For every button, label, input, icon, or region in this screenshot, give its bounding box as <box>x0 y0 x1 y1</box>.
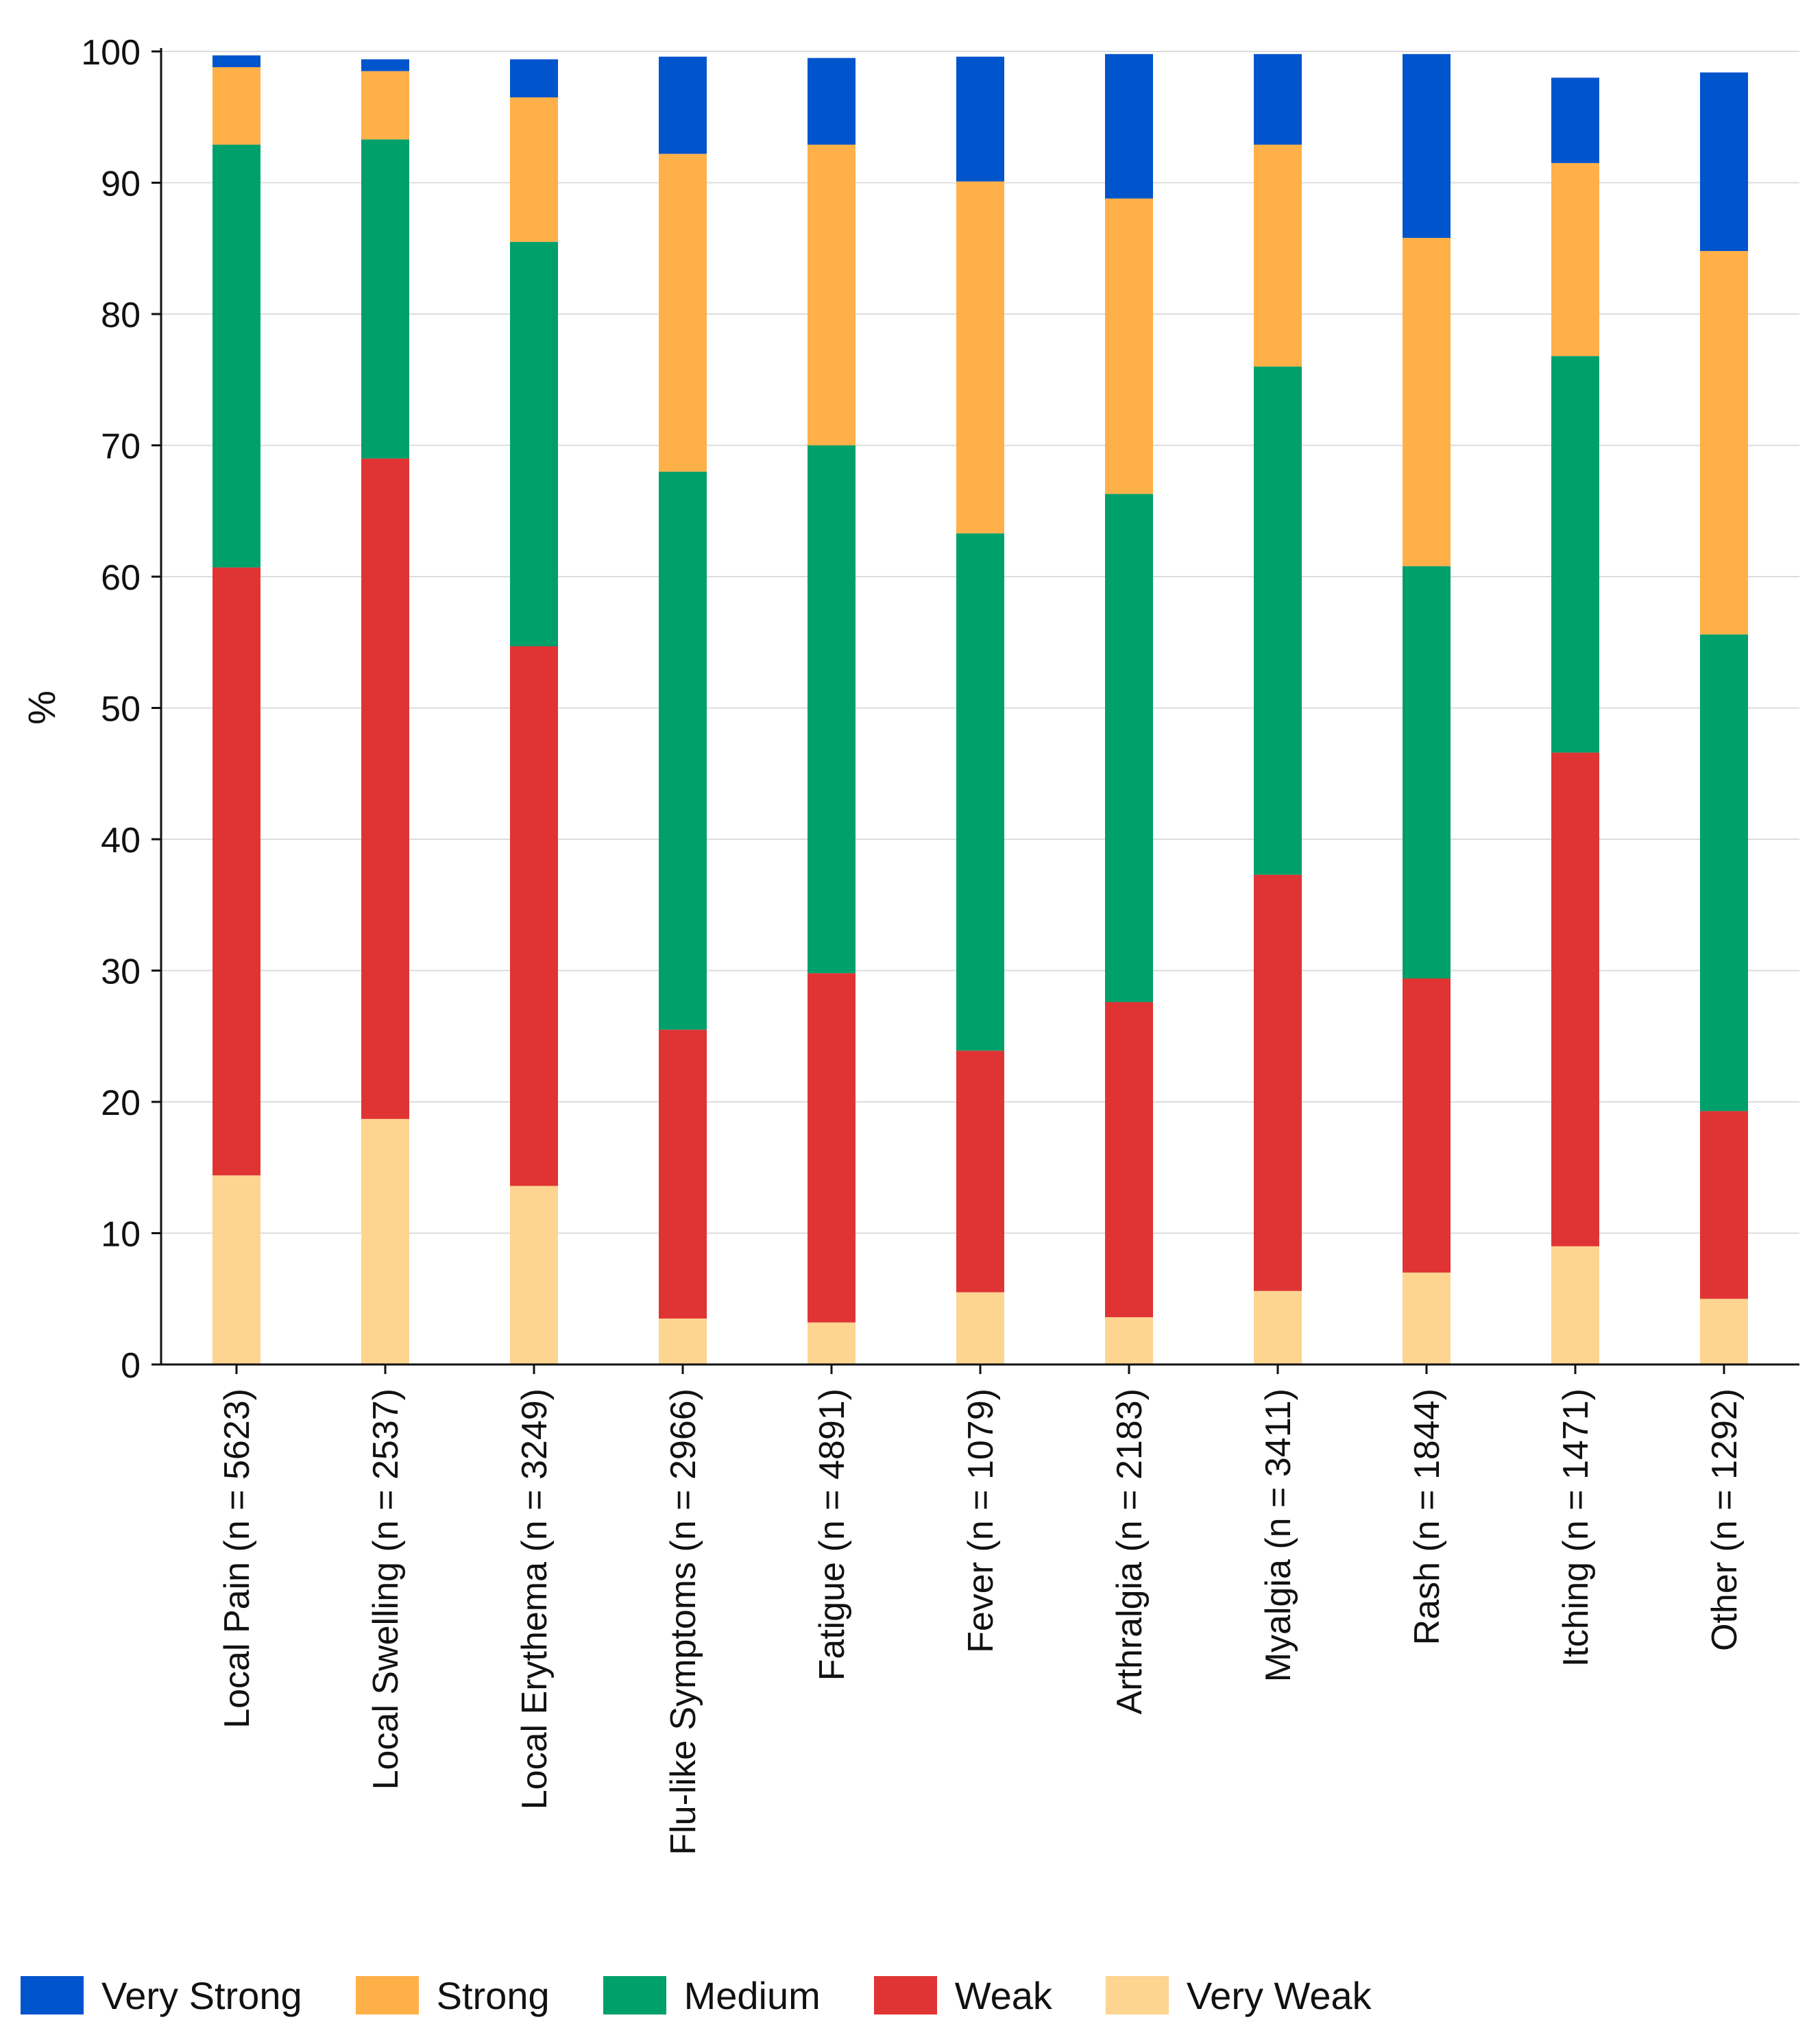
bar-segment-very-strong <box>361 59 409 71</box>
bar-segment-weak <box>808 973 856 1323</box>
y-tick-label: 70 <box>101 427 141 467</box>
bar-segment-strong <box>956 181 1004 533</box>
y-tick-label: 40 <box>101 821 141 861</box>
bar-segment-strong <box>808 144 856 446</box>
bar-segment-strong <box>1403 237 1451 566</box>
bar-segment-very-weak <box>361 1118 409 1364</box>
bar-segment-very-weak <box>1105 1317 1153 1364</box>
y-tick-label: 80 <box>101 296 141 335</box>
bar-segment-weak <box>510 646 558 1186</box>
x-tick-label: Myalgia (n = 3411) <box>1259 1388 1298 1682</box>
legend-label: Strong <box>436 1973 550 2017</box>
bar-segment-medium <box>1700 634 1748 1111</box>
bar-segment-medium <box>956 533 1004 1051</box>
bar-segment-very-weak <box>956 1292 1004 1364</box>
legend-swatch <box>1105 1976 1169 2014</box>
bar-segment-very-weak <box>213 1175 260 1364</box>
y-tick-label: 10 <box>101 1215 141 1255</box>
bar-segment-medium <box>361 139 409 459</box>
y-axis-title: % <box>20 690 63 725</box>
legend-label: Medium <box>683 1973 821 2017</box>
axes <box>151 48 1799 1374</box>
bar-segment-very-weak <box>1551 1246 1599 1364</box>
bar-segment-weak <box>956 1050 1004 1292</box>
bars <box>213 53 1748 1364</box>
bar-segment-strong <box>659 154 707 472</box>
bar-segment-medium <box>1254 366 1302 875</box>
bar-segment-very-strong <box>956 56 1004 182</box>
bar-segment-very-strong <box>1105 53 1153 199</box>
bar-segment-very-weak <box>808 1322 856 1364</box>
legend-item-very-strong: Very Strong <box>21 1973 302 2018</box>
x-tick-label: Arthralgia (n = 2183) <box>1110 1388 1150 1715</box>
y-tick-label: 60 <box>101 558 141 598</box>
bar-segment-weak <box>1700 1111 1748 1299</box>
x-tick-label: Itching (n = 1471) <box>1556 1388 1596 1667</box>
bar-segment-very-strong <box>213 55 260 67</box>
x-tick-label: Rash (n = 1844) <box>1407 1388 1447 1645</box>
bar-segment-strong <box>361 71 409 140</box>
legend-item-weak: Weak <box>873 1973 1052 2018</box>
bar-segment-very-weak <box>510 1186 558 1364</box>
axis-labels: 0 10 20 30 40 50 60 70 80 90 100 Local Pain (n = 56… <box>20 33 1745 1855</box>
bar-segment-medium <box>1551 356 1599 753</box>
bar-segment-strong <box>1105 198 1153 494</box>
x-tick-label: Other (n = 1292) <box>1705 1388 1745 1651</box>
legend-label: Very Weak <box>1186 1973 1372 2017</box>
x-tick-label: Fatigue (n = 4891) <box>812 1388 852 1681</box>
bar-segment-weak <box>1403 978 1451 1273</box>
bar-segment-medium <box>213 144 260 568</box>
bar-segment-very-strong <box>808 58 856 145</box>
x-tick-label: Local Erythema (n = 3249) <box>515 1388 555 1809</box>
legend-label: Weak <box>954 1973 1052 2017</box>
legend: Very Strong Strong Medium Weak Very Weak <box>21 1968 1803 2023</box>
x-tick-label: Local Swelling (n = 2537) <box>366 1388 406 1790</box>
bar-segment-strong <box>1700 251 1748 635</box>
bar-segment-weak <box>213 567 260 1176</box>
y-tick-label: 50 <box>101 690 141 730</box>
bar-segment-weak <box>361 458 409 1119</box>
legend-label: Very Strong <box>101 1973 302 2017</box>
x-tick-label: Local Pain (n = 5623) <box>217 1388 257 1729</box>
bar-segment-weak <box>659 1029 707 1319</box>
legend-swatch <box>355 1976 419 2014</box>
bar-segment-very-strong <box>1254 53 1302 145</box>
legend-item-medium: Medium <box>603 1973 821 2018</box>
bar-segment-strong <box>213 67 260 145</box>
bar-segment-weak <box>1254 874 1302 1291</box>
bar-segment-very-strong <box>510 59 558 98</box>
bar-segment-very-strong <box>1403 53 1451 238</box>
bar-segment-medium <box>659 471 707 1030</box>
bar-segment-strong <box>1254 144 1302 367</box>
bar-segment-weak <box>1551 752 1599 1247</box>
bar-segment-medium <box>808 445 856 974</box>
legend-swatch <box>873 1976 937 2014</box>
legend-item-strong: Strong <box>355 1973 550 2018</box>
bar-segment-medium <box>1403 566 1451 978</box>
bar-segment-weak <box>1105 1002 1153 1318</box>
bar-segment-very-strong <box>1700 72 1748 252</box>
y-tick-label: 0 <box>121 1346 141 1386</box>
x-tick-label: Fever (n = 1079) <box>961 1388 1001 1653</box>
y-tick-label: 90 <box>101 165 141 204</box>
bar-segment-medium <box>510 241 558 647</box>
legend-swatch <box>603 1976 666 2014</box>
legend-item-very-weak: Very Weak <box>1105 1973 1372 2018</box>
y-tick-label: 30 <box>101 952 141 992</box>
legend-swatch <box>21 1976 84 2014</box>
bar-segment-very-weak <box>1254 1290 1302 1364</box>
x-tick-label: Flu-like Symptoms (n = 2966) <box>664 1388 703 1855</box>
bar-segment-very-strong <box>1551 77 1599 163</box>
bar-segment-very-weak <box>1700 1299 1748 1364</box>
y-tick-label: 20 <box>101 1083 141 1123</box>
bar-segment-very-strong <box>659 56 707 154</box>
bar-segment-medium <box>1105 494 1153 1002</box>
bar-segment-very-weak <box>1403 1272 1451 1364</box>
bar-segment-strong <box>1551 163 1599 357</box>
y-tick-label: 100 <box>81 33 141 73</box>
bar-segment-strong <box>510 97 558 242</box>
bar-segment-very-weak <box>659 1318 707 1364</box>
